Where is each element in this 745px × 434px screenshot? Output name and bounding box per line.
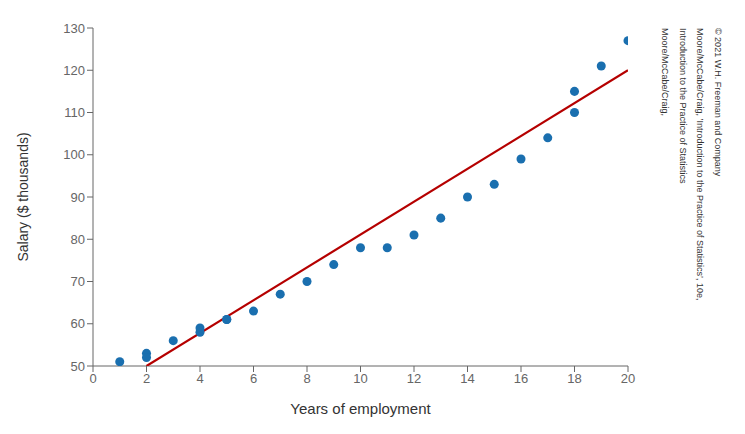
svg-text:10: 10 xyxy=(353,371,367,386)
svg-text:80: 80 xyxy=(71,232,85,247)
svg-text:70: 70 xyxy=(71,274,85,289)
svg-text:6: 6 xyxy=(250,371,257,386)
svg-text:© 2021 W.H. Freeman and Compan: © 2021 W.H. Freeman and Company xyxy=(713,28,723,177)
svg-text:0: 0 xyxy=(89,371,96,386)
svg-text:Salary ($ thousands): Salary ($ thousands) xyxy=(15,132,31,261)
svg-text:4: 4 xyxy=(196,371,203,386)
svg-text:110: 110 xyxy=(64,105,85,120)
svg-text:20: 20 xyxy=(621,371,635,386)
svg-text:50: 50 xyxy=(71,359,85,374)
svg-text:14: 14 xyxy=(460,371,474,386)
svg-text:12: 12 xyxy=(407,371,421,386)
svg-text:18: 18 xyxy=(567,371,581,386)
svg-text:Years of employment: Years of employment xyxy=(290,400,431,417)
svg-text:100: 100 xyxy=(63,147,85,162)
svg-text:130: 130 xyxy=(63,21,85,36)
svg-text:2: 2 xyxy=(143,371,150,386)
svg-text:120: 120 xyxy=(63,63,85,78)
svg-text:16: 16 xyxy=(514,371,528,386)
svg-text:60: 60 xyxy=(71,316,85,331)
svg-text:8: 8 xyxy=(303,371,310,386)
svg-text:Introduction to the Practice o: Introduction to the Practice of Statisti… xyxy=(678,28,688,184)
svg-text:Moore/McCabe/Craig, ’Introduct: Moore/McCabe/Craig, ’Introduction to the… xyxy=(695,28,705,301)
svg-text:Moore/McCabe/Craig,: Moore/McCabe/Craig, xyxy=(660,28,670,119)
svg-text:90: 90 xyxy=(71,190,85,205)
